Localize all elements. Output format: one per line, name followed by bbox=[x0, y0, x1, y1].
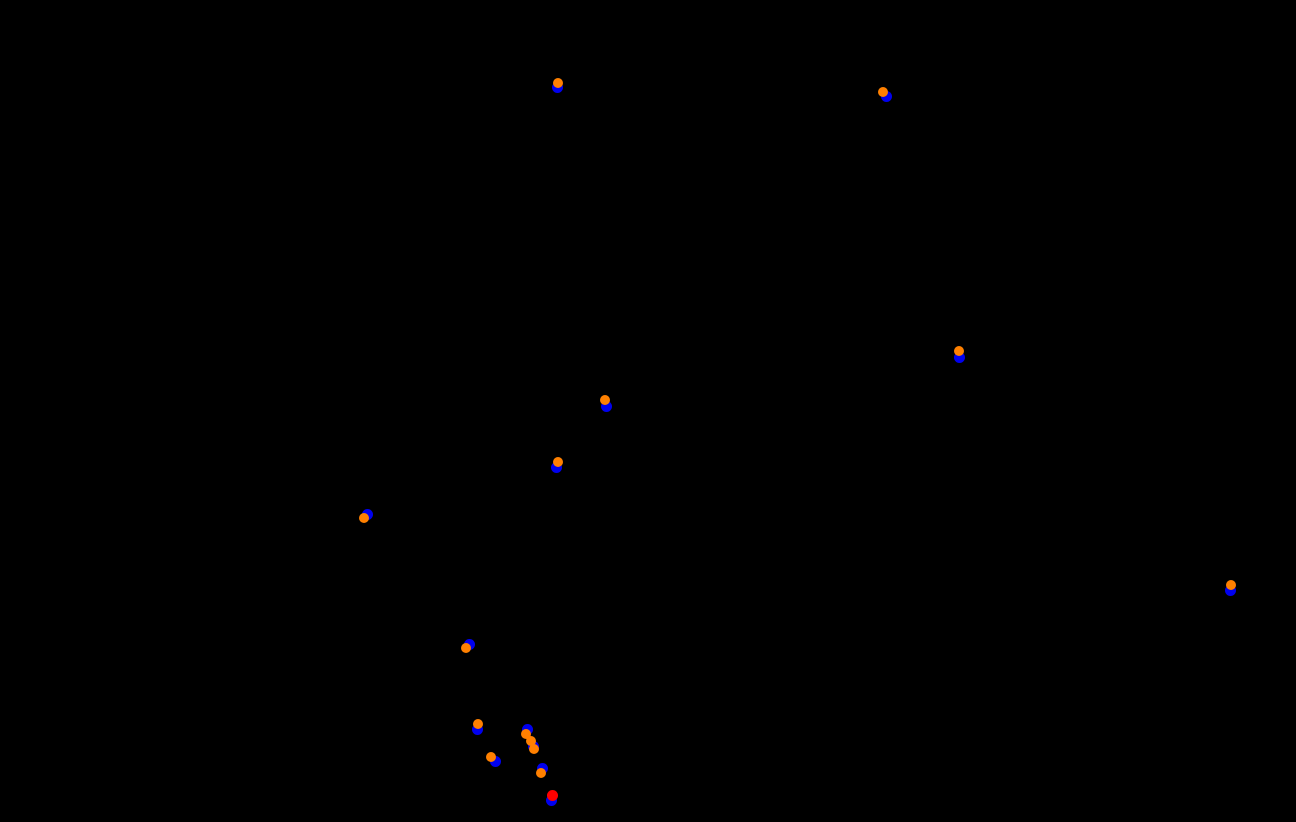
data-point-orange-top-markers bbox=[878, 87, 888, 97]
data-point-orange-top-markers bbox=[521, 729, 531, 739]
data-point-red-top-marker bbox=[546, 789, 558, 801]
data-point-orange-top-markers bbox=[461, 643, 471, 653]
data-point-orange-top-markers bbox=[473, 719, 483, 729]
data-point-orange-top-markers bbox=[553, 78, 563, 88]
data-point-orange-top-markers bbox=[486, 752, 496, 762]
data-point-orange-top-markers bbox=[526, 736, 536, 746]
data-point-blue-under-markers bbox=[471, 723, 483, 735]
data-point-blue-under-markers bbox=[600, 400, 612, 412]
data-point-orange-top-markers bbox=[954, 346, 964, 356]
data-point-orange-top-markers bbox=[1226, 580, 1236, 590]
data-point-orange-top-markers bbox=[553, 457, 563, 467]
data-point-orange-top-markers bbox=[529, 744, 539, 754]
data-point-blue-under-markers bbox=[1224, 584, 1236, 596]
data-point-orange-top-markers bbox=[536, 768, 546, 778]
data-point-orange-top-markers bbox=[359, 513, 369, 523]
data-point-blue-under-markers bbox=[953, 351, 965, 363]
data-point-blue-under-markers bbox=[489, 755, 501, 767]
data-point-blue-under-markers bbox=[550, 461, 562, 473]
data-point-orange-top-markers bbox=[600, 395, 610, 405]
